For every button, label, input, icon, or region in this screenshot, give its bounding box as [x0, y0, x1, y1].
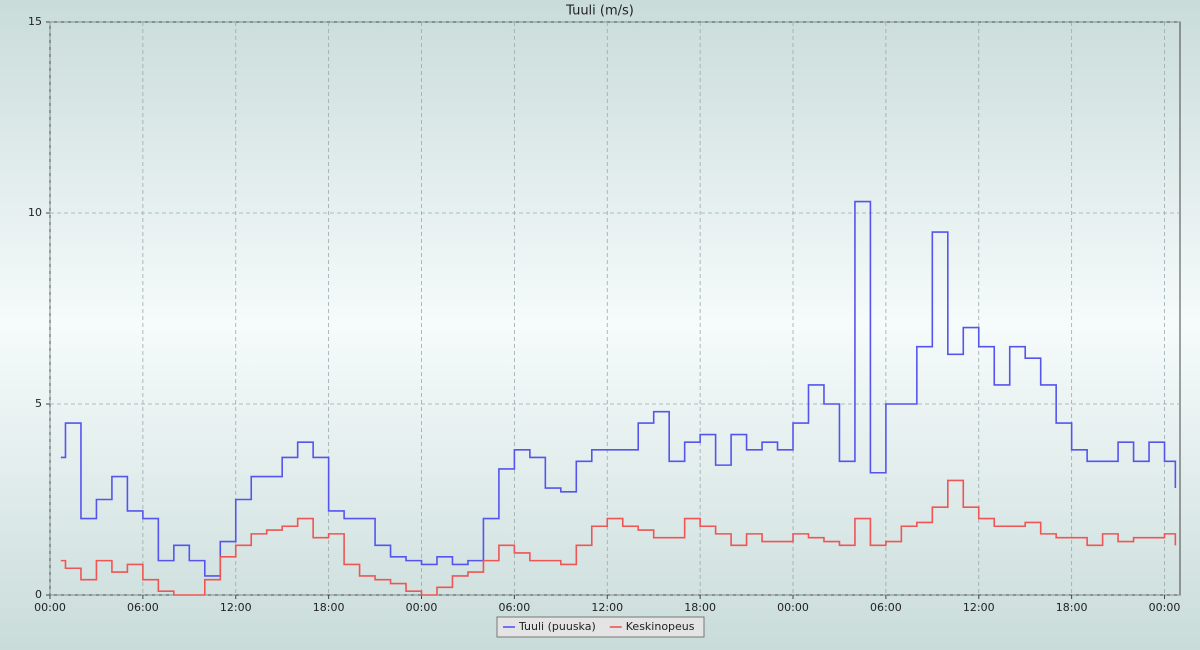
x-tick-label: 12:00	[963, 601, 995, 614]
x-tick-label: 12:00	[220, 601, 252, 614]
y-tick-label: 0	[35, 588, 42, 601]
x-tick-label: 06:00	[127, 601, 159, 614]
x-tick-label: 18:00	[313, 601, 345, 614]
series-line	[60, 200, 1177, 577]
series-line	[60, 479, 1177, 596]
y-tick-label: 15	[28, 15, 42, 28]
x-tick-label: 06:00	[499, 601, 531, 614]
x-tick-label: 12:00	[591, 601, 623, 614]
legend-label: Tuuli (puuska)	[518, 620, 596, 633]
chart-title: Tuuli (m/s)	[565, 4, 634, 19]
y-tick-label: 10	[28, 206, 42, 219]
x-tick-label: 06:00	[870, 601, 902, 614]
x-tick-label: 00:00	[1149, 601, 1181, 614]
y-tick-label: 5	[35, 397, 42, 410]
x-tick-label: 18:00	[1056, 601, 1088, 614]
x-tick-label: 00:00	[777, 601, 809, 614]
plot-area	[49, 21, 1181, 596]
legend: Tuuli (puuska) Keskinopeus	[496, 616, 705, 638]
x-tick-label: 00:00	[34, 601, 66, 614]
legend-box	[496, 616, 705, 638]
x-tick-label: 00:00	[406, 601, 438, 614]
legend-label: Keskinopeus	[626, 620, 695, 633]
x-tick-label: 18:00	[684, 601, 716, 614]
